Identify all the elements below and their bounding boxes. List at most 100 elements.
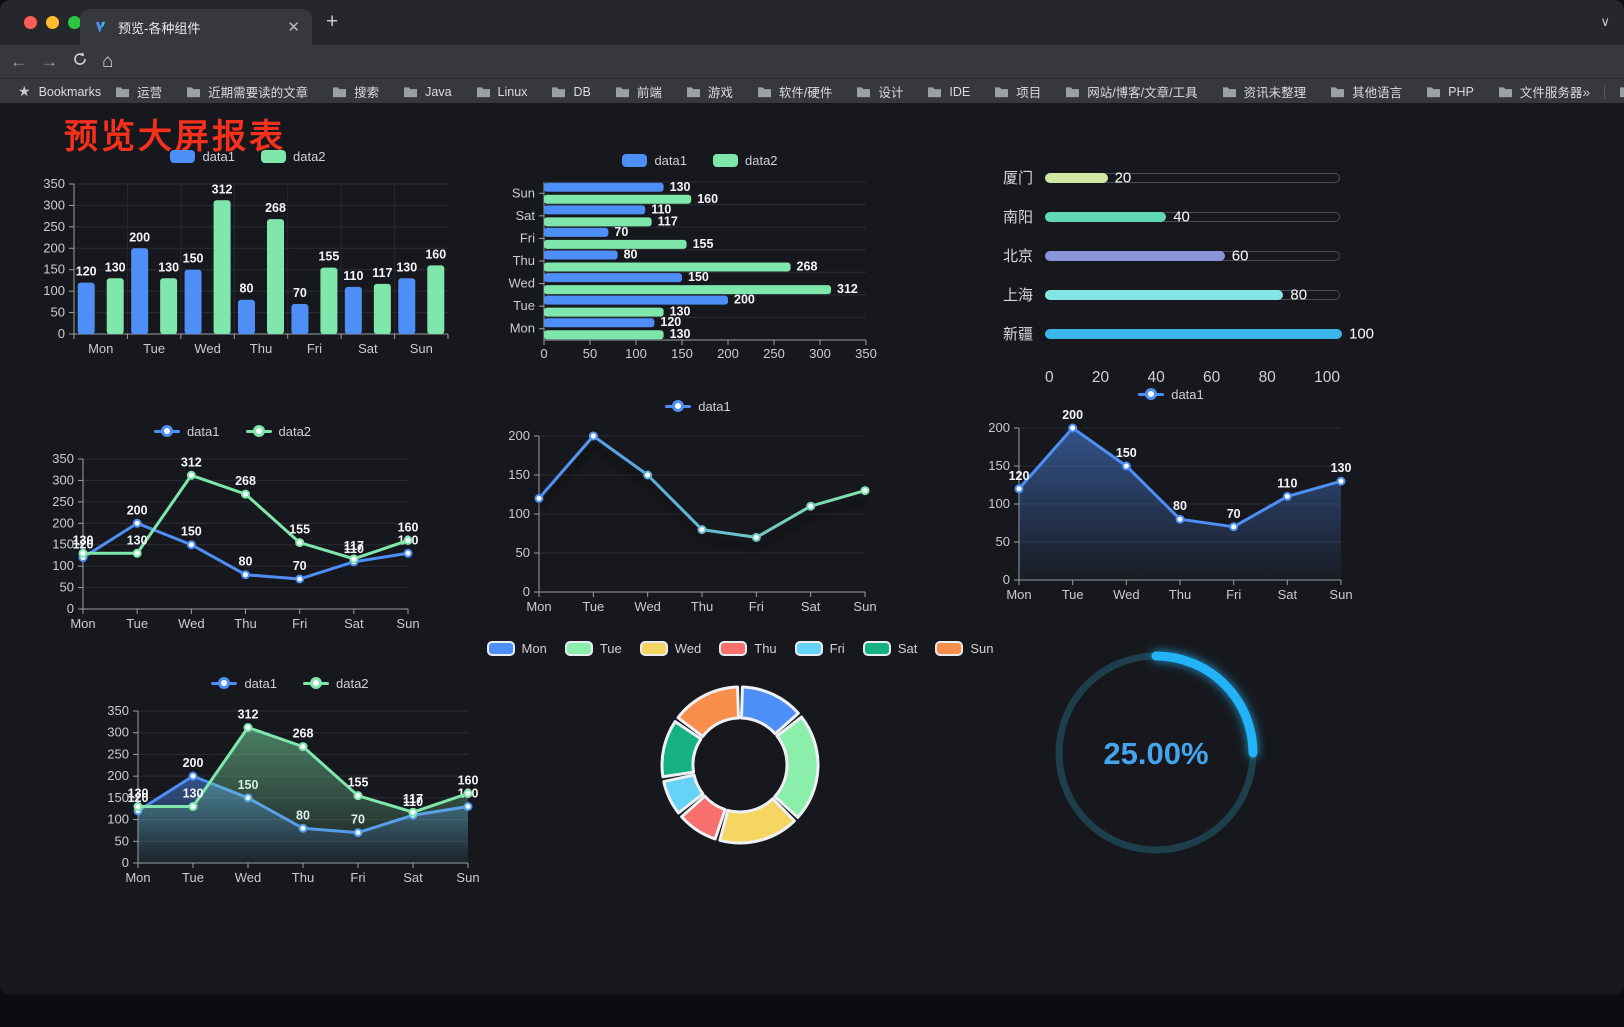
- donut-slice[interactable]: [773, 715, 820, 819]
- bookmarks-label[interactable]: Bookmarks: [38, 84, 102, 99]
- legend-item[interactable]: Wed: [639, 640, 702, 656]
- svg-text:350: 350: [107, 703, 129, 718]
- bookmark-folder[interactable]: 运营: [115, 82, 162, 101]
- legend-item[interactable]: Mon: [486, 640, 547, 656]
- legend-item[interactable]: Sun: [935, 640, 993, 656]
- legend-item[interactable]: Tue: [564, 640, 622, 656]
- svg-text:Tue: Tue: [143, 341, 165, 356]
- tab-search-chevron-icon[interactable]: ∨: [1600, 14, 1610, 29]
- legend-item[interactable]: data1: [211, 676, 277, 691]
- legend-item[interactable]: data1: [153, 424, 220, 439]
- bookmark-folder[interactable]: 其他语言: [1330, 82, 1402, 101]
- folder-icon: [1427, 87, 1441, 98]
- new-tab-button[interactable]: +: [326, 10, 339, 33]
- data-point-marker: [133, 802, 143, 812]
- bookmark-folder[interactable]: 搜索: [332, 82, 379, 101]
- reload-button[interactable]: [72, 51, 88, 72]
- bookmark-folder[interactable]: 文件服务器: [1498, 82, 1583, 101]
- bookmark-folder[interactable]: 网站/博客/文章/工具: [1065, 82, 1198, 101]
- svg-text:130: 130: [128, 787, 149, 801]
- folder-icon: [857, 87, 871, 98]
- bookmark-folder-label: DB: [573, 84, 591, 99]
- bookmark-folder[interactable]: 前端: [615, 82, 662, 101]
- svg-text:117: 117: [372, 266, 392, 280]
- bookmark-folder[interactable]: IDE: [927, 85, 970, 99]
- data-point-marker: [463, 789, 473, 799]
- legend-item[interactable]: data1: [622, 153, 687, 168]
- legend-label: Thu: [754, 640, 777, 656]
- bar: [267, 219, 284, 334]
- bookmarks-overflow-chevron[interactable]: »: [1582, 83, 1591, 100]
- legend-item[interactable]: data2: [245, 424, 311, 439]
- progress-value: 60: [1231, 247, 1249, 264]
- donut-slice[interactable]: [676, 685, 741, 738]
- bookmark-folder[interactable]: 设计: [856, 82, 903, 101]
- legend-label: Wed: [674, 640, 702, 656]
- chart-grouped-bar: data1 data2 0 50 100 150 200 250 300 350 120 200 150…: [38, 148, 458, 369]
- donut-slice[interactable]: [739, 685, 800, 736]
- browser-tab[interactable]: 预览-各种组件 ✕: [80, 9, 312, 45]
- bookmark-folder-label: 其他语言: [1352, 86, 1403, 100]
- window-zoom-button[interactable]: [68, 16, 81, 29]
- svg-text:150: 150: [988, 458, 1010, 473]
- bookmarks-star-icon: ★: [18, 83, 31, 99]
- donut-slice[interactable]: [680, 794, 727, 841]
- svg-text:130: 130: [670, 327, 691, 341]
- bookmark-folder[interactable]: 资讯未整理: [1222, 82, 1306, 101]
- legend-item[interactable]: data2: [713, 153, 778, 168]
- legend-item[interactable]: data1: [1138, 387, 1204, 402]
- svg-text:312: 312: [212, 182, 233, 196]
- legend-marker-icon: [622, 153, 648, 167]
- forward-button[interactable]: →: [41, 51, 58, 71]
- legend-marker-icon: [486, 640, 515, 656]
- legend-item[interactable]: data2: [303, 676, 369, 691]
- bookmark-folder[interactable]: 软件/硬件: [757, 82, 832, 101]
- tab-close-icon[interactable]: ✕: [287, 19, 300, 36]
- tab-strip: 预览-各种组件 ✕ + ∨: [0, 0, 1624, 45]
- data-point-marker: [403, 548, 413, 558]
- data-point-marker: [1229, 522, 1239, 532]
- svg-text:300: 300: [809, 346, 831, 361]
- data-point-marker: [1014, 484, 1024, 494]
- legend-item[interactable]: data1: [665, 399, 731, 414]
- donut-slice[interactable]: [718, 797, 796, 845]
- svg-text:155: 155: [289, 523, 310, 537]
- bookmark-folder-label: 前端: [636, 86, 662, 100]
- legend-item[interactable]: data2: [261, 149, 326, 164]
- legend-item[interactable]: data1: [170, 149, 235, 164]
- svg-text:130: 130: [105, 260, 126, 274]
- bar: [544, 307, 664, 317]
- legend-item[interactable]: Thu: [719, 640, 777, 656]
- svg-text:0: 0: [58, 326, 65, 341]
- bookmark-folder[interactable]: DB: [551, 84, 591, 99]
- svg-text:200: 200: [183, 756, 204, 770]
- svg-text:200: 200: [52, 515, 74, 530]
- progress-label: 新疆: [1002, 326, 1033, 343]
- bar: [544, 318, 655, 328]
- legend-item[interactable]: Sat: [862, 640, 917, 656]
- bookmark-folder[interactable]: Linux: [476, 85, 527, 99]
- bookmark-folder[interactable]: Java: [403, 85, 452, 99]
- other-bookmarks-folder[interactable]: 其他书签: [1619, 82, 1624, 101]
- bookmark-folder[interactable]: 近期需要读的文章: [186, 82, 308, 101]
- home-button[interactable]: ⌂: [102, 50, 114, 72]
- legend-label: data1: [1171, 386, 1204, 402]
- legend-label: data2: [745, 152, 778, 168]
- bookmark-folder-label: 网站/博客/文章/工具: [1087, 86, 1198, 100]
- bookmark-folder[interactable]: 游戏: [686, 82, 733, 101]
- bookmark-folder[interactable]: PHP: [1426, 85, 1474, 99]
- donut-slice[interactable]: [660, 720, 703, 779]
- legend-item[interactable]: Fri: [794, 640, 845, 656]
- window-minimize-button[interactable]: [46, 16, 59, 29]
- svg-text:Thu: Thu: [234, 616, 256, 631]
- bookmark-folder-label: 文件服务器: [1519, 86, 1583, 100]
- svg-text:160: 160: [398, 520, 419, 534]
- svg-text:70: 70: [293, 286, 307, 300]
- bookmark-folder[interactable]: 项目: [994, 82, 1041, 101]
- data-point-marker: [186, 470, 196, 480]
- legend-marker-icon: [719, 640, 748, 656]
- back-button[interactable]: ←: [10, 51, 27, 71]
- window-close-button[interactable]: [24, 16, 37, 29]
- donut-slice[interactable]: [662, 773, 705, 815]
